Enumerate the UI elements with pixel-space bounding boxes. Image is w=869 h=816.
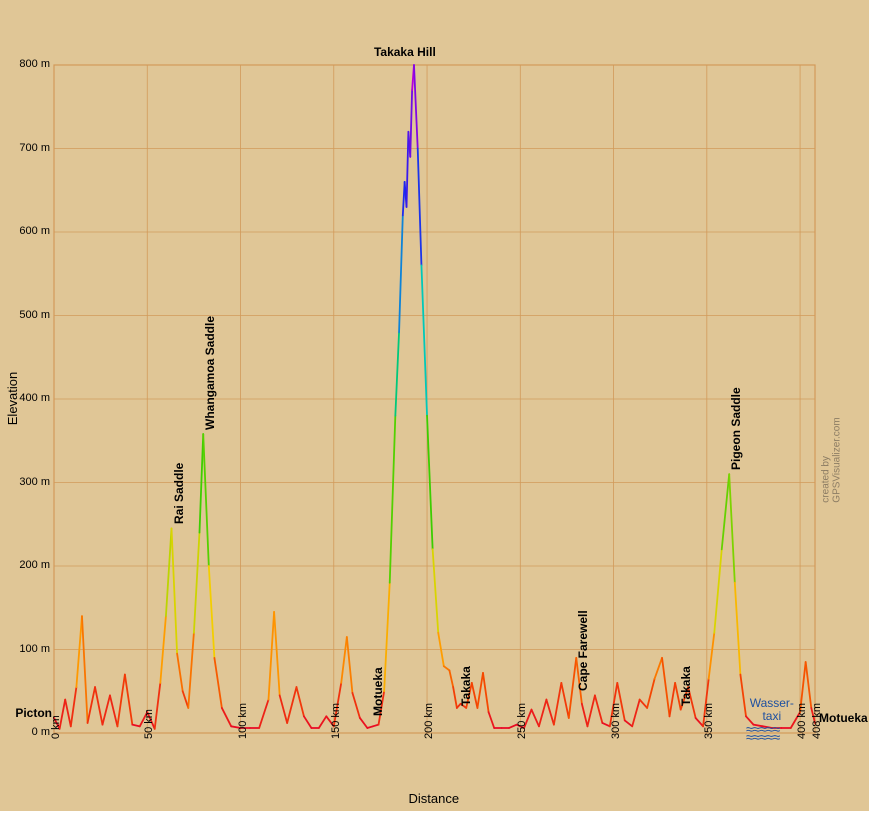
water-taxi-label: Wasser-taxi [750, 697, 794, 722]
y-tick-label: 300 m [19, 476, 50, 488]
y-tick-label: 600 m [19, 225, 50, 237]
waypoint-label: Takaka [459, 666, 473, 706]
y-tick-label: 0 m [32, 726, 50, 738]
waypoint-label: Picton [15, 706, 52, 720]
waypoint-label: Whangamoa Saddle [203, 316, 217, 430]
waypoint-label: Motueka [819, 711, 868, 725]
elevation-profile-chart: 0 m 100 m 200 m 300 m 400 m 500 m 600 m 700 m 80… [0, 0, 869, 811]
y-tick-label: 400 m [19, 392, 50, 404]
y-tick-label: 500 m [19, 309, 50, 321]
y-tick-label: 700 m [19, 142, 50, 154]
x-tick-label: 250 km [516, 703, 528, 739]
x-tick-label: 200 km [423, 703, 435, 739]
x-tick-label: 150 km [330, 703, 342, 739]
x-tick-label: 50 km [143, 709, 155, 739]
x-tick-label: 350 km [703, 703, 715, 739]
y-tick-label: 100 m [19, 643, 50, 655]
waypoint-label: Rai Saddle [172, 463, 186, 524]
water-taxi-waves-icon: ≈≈≈≈≈ [746, 729, 779, 745]
x-tick-label: 400 km [796, 703, 808, 739]
x-axis-title: Distance [409, 791, 460, 806]
x-tick-label: 300 km [610, 703, 622, 739]
credit-text: created by GPSVisualizer.com [821, 417, 843, 502]
y-tick-label: 200 m [19, 559, 50, 571]
x-tick-label: 100 km [237, 703, 249, 739]
y-tick-label: 800 m [19, 58, 50, 70]
waypoint-label: Takaka Hill [374, 45, 436, 59]
waypoint-label: Cape Farewell [576, 611, 590, 692]
waypoint-label: Takaka [679, 666, 693, 706]
y-axis-title: Elevation [5, 372, 20, 425]
waypoint-label: Pigeon Saddle [729, 387, 743, 470]
waypoint-label: Motueka [371, 668, 385, 717]
